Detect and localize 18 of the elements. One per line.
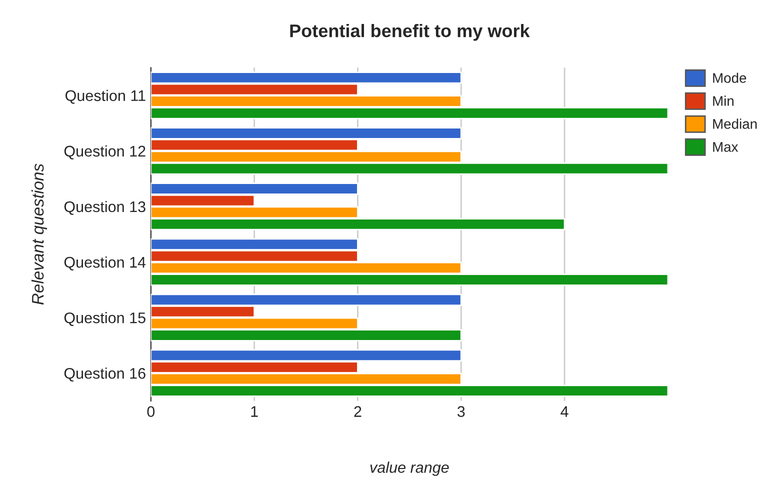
x-tick-label: 1 [251, 406, 258, 417]
y-tick-label: Question 15 [64, 312, 146, 326]
legend-label: Median [713, 118, 757, 129]
x-tick-label: 2 [354, 406, 362, 417]
y-axis-title: Relevant questions [31, 164, 47, 305]
y-tick-label: Question 12 [64, 145, 146, 160]
x-tick-label: 4 [560, 406, 568, 417]
x-tick-label: 3 [457, 406, 465, 417]
y-tick-label: Question 11 [66, 90, 146, 104]
legend-label: Min [713, 96, 734, 106]
legend-label: Mode [713, 72, 746, 83]
legend-label: Max [713, 142, 738, 152]
y-tick-label: Question 13 [64, 200, 146, 215]
y-tick-label: Question 16 [64, 368, 146, 382]
chart-title: Potential benefit to my work [290, 24, 530, 41]
y-tick-label: Question 14 [64, 256, 146, 270]
x-axis-title: value range [370, 462, 449, 476]
x-tick-label: 0 [147, 406, 155, 417]
